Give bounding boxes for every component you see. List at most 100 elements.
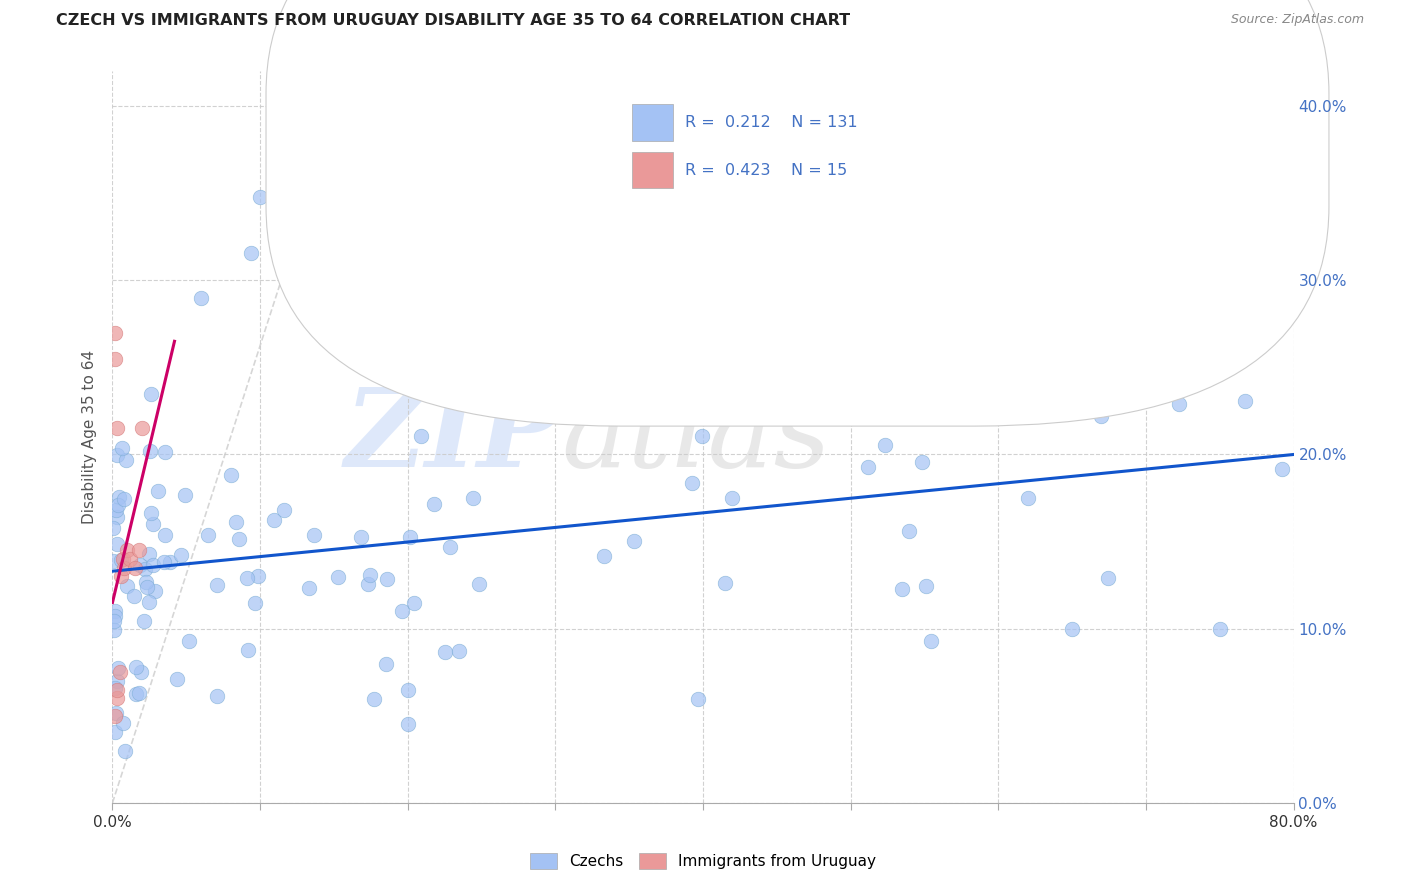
Point — [155, 527, 177, 541]
Point — [396, 682, 419, 697]
Point — [104, 681, 127, 695]
Point — [1234, 394, 1257, 409]
Legend: Czechs, Immigrants from Uruguay: Czechs, Immigrants from Uruguay — [523, 847, 883, 875]
Point — [801, 204, 824, 219]
Point — [349, 531, 371, 545]
Point — [105, 706, 128, 721]
Point — [1017, 491, 1039, 505]
Point — [273, 502, 295, 516]
Point — [134, 562, 156, 576]
Point — [105, 510, 128, 524]
Point — [104, 351, 127, 366]
Point — [1062, 622, 1084, 636]
Point — [108, 665, 131, 680]
Point — [240, 246, 263, 260]
Point — [115, 578, 138, 592]
Point — [105, 537, 128, 551]
Point — [911, 455, 934, 469]
Point — [873, 438, 896, 452]
Point — [891, 582, 914, 597]
Text: atlas: atlas — [561, 384, 831, 491]
Point — [468, 577, 491, 591]
Point — [152, 555, 174, 569]
Point — [107, 498, 129, 512]
Point — [128, 543, 150, 558]
Point — [103, 614, 125, 628]
Point — [858, 460, 880, 475]
Point — [103, 604, 125, 618]
Point — [263, 513, 285, 527]
Point — [105, 421, 128, 435]
Point — [131, 421, 153, 435]
Point — [105, 448, 128, 462]
Point — [108, 490, 131, 504]
Point — [247, 568, 270, 582]
Point — [112, 491, 135, 506]
Point — [433, 645, 456, 659]
Point — [375, 572, 398, 586]
Point — [461, 491, 484, 505]
Point — [105, 673, 128, 688]
Point — [1164, 311, 1187, 326]
Point — [898, 524, 921, 539]
Point — [1208, 622, 1232, 636]
Point — [1168, 397, 1191, 411]
Point — [205, 690, 228, 704]
Point — [328, 570, 350, 584]
Point — [363, 692, 385, 706]
Point — [136, 580, 159, 594]
Point — [1275, 180, 1298, 194]
Point — [166, 672, 188, 686]
Y-axis label: Disability Age 35 to 64: Disability Age 35 to 64 — [82, 350, 97, 524]
Point — [245, 596, 267, 610]
Point — [120, 552, 142, 566]
Point — [138, 595, 160, 609]
Point — [1129, 391, 1152, 405]
Point — [359, 568, 381, 582]
Point — [174, 488, 197, 502]
Point — [128, 686, 150, 700]
Point — [139, 387, 162, 401]
Point — [117, 543, 138, 558]
Point — [298, 582, 321, 596]
Point — [686, 692, 709, 706]
Point — [142, 558, 165, 573]
Point — [129, 558, 152, 572]
Point — [129, 665, 152, 680]
Point — [396, 717, 419, 731]
Point — [104, 708, 127, 723]
Point — [114, 743, 136, 757]
Point — [111, 552, 134, 566]
Point — [727, 355, 749, 369]
Point — [138, 547, 160, 561]
Point — [122, 589, 145, 603]
Point — [724, 309, 747, 323]
Point — [104, 326, 127, 340]
Point — [360, 273, 382, 287]
Text: CZECH VS IMMIGRANTS FROM URUGUAY DISABILITY AGE 35 TO 64 CORRELATION CHART: CZECH VS IMMIGRANTS FROM URUGUAY DISABIL… — [56, 13, 851, 29]
Point — [107, 661, 129, 675]
Bar — [633, 104, 673, 141]
Point — [155, 444, 177, 458]
Point — [449, 125, 471, 139]
Point — [439, 541, 461, 555]
Point — [104, 502, 127, 516]
Point — [249, 190, 271, 204]
Point — [112, 560, 135, 574]
Point — [375, 657, 398, 671]
Point — [1031, 387, 1053, 401]
Point — [404, 311, 426, 326]
Point — [205, 578, 228, 592]
Point — [690, 429, 713, 443]
Point — [105, 691, 128, 706]
Point — [219, 468, 242, 483]
FancyBboxPatch shape — [266, 0, 1329, 426]
Point — [1097, 571, 1119, 585]
Point — [125, 687, 148, 701]
Point — [225, 515, 247, 529]
Point — [891, 261, 914, 276]
Point — [914, 579, 936, 593]
Point — [139, 507, 162, 521]
Point — [236, 643, 259, 657]
Point — [110, 569, 132, 583]
